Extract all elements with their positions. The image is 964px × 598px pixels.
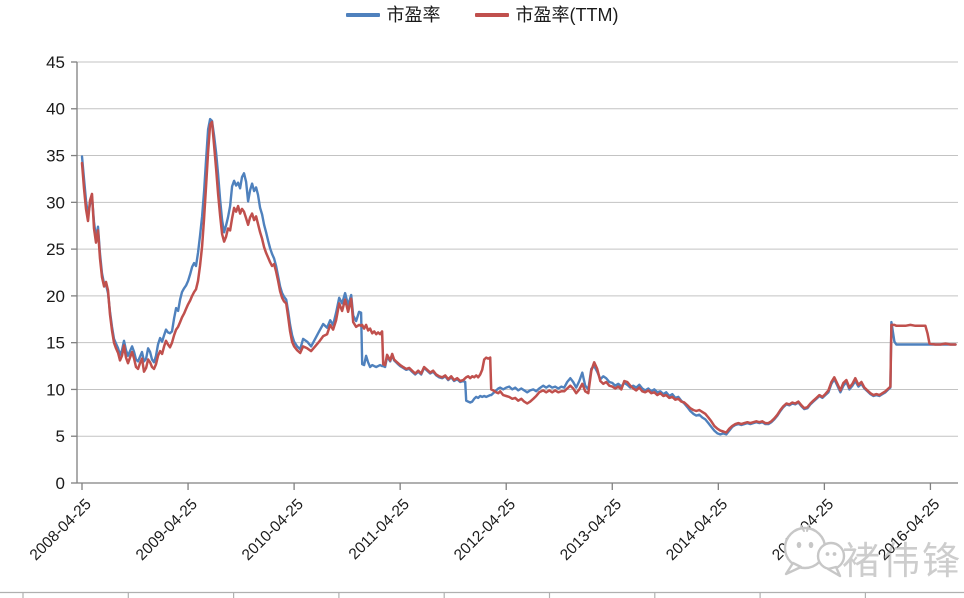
y-tick-label: 35 [46,147,65,166]
y-tick-label: 10 [46,380,65,399]
chart-legend: 市盈率 市盈率(TTM) [0,6,964,24]
x-tick-label: 2009-04-25 [133,496,201,564]
cropped-next-chart-axis [0,591,964,598]
x-tick-label: 2011-04-25 [346,496,413,563]
legend-item-1: 市盈率 [345,5,441,25]
x-tick-label: 2015-04-25 [769,496,837,564]
y-tick-label: 5 [56,427,65,446]
legend-label: 市盈率(TTM) [515,5,619,25]
legend-swatch [345,13,380,17]
x-tick-label: 2010-04-25 [239,496,307,564]
gridlines [77,61,958,437]
y-tick-label: 25 [46,240,65,259]
y-tick-label: 40 [46,100,65,119]
y-tick-label: 15 [46,334,65,353]
y-tick-label: 20 [46,287,65,306]
legend-label: 市盈率 [386,5,441,25]
legend-item-2: 市盈率(TTM) [474,5,619,25]
x-axis: 2008-04-25 2009-04-25 2010-04-25 2011-04-25… [27,482,958,564]
x-tick-label: 2014-04-25 [663,496,731,564]
x-tick-label: 2008-04-25 [27,496,95,564]
legend-swatch [474,13,509,17]
y-tick-label: 0 [56,474,65,493]
y-axis: 0 5 10 15 20 25 30 35 40 45 [46,53,78,493]
x-tick-label: 2016-04-25 [875,496,943,564]
series-line-pe [80,117,957,436]
x-tick-label: 2013-04-25 [557,496,625,564]
series-line-pe-ttm [80,120,957,434]
y-tick-label: 45 [46,53,65,72]
y-tick-label: 30 [46,193,65,212]
x-tick-label: 2012-04-25 [451,496,519,564]
